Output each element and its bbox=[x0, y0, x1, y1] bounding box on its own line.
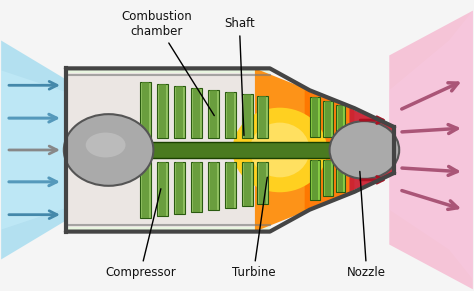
Polygon shape bbox=[305, 90, 355, 210]
Bar bbox=[325, 101, 330, 137]
Bar bbox=[336, 160, 346, 192]
Bar bbox=[157, 162, 168, 216]
Bar bbox=[140, 142, 355, 158]
Bar bbox=[242, 162, 253, 206]
Bar bbox=[325, 160, 330, 196]
Bar bbox=[244, 94, 251, 138]
Bar bbox=[311, 97, 318, 137]
Ellipse shape bbox=[329, 121, 399, 179]
Bar bbox=[191, 88, 202, 138]
Bar bbox=[193, 88, 200, 138]
FancyArrowPatch shape bbox=[9, 211, 57, 219]
Bar bbox=[176, 86, 183, 138]
Bar bbox=[225, 162, 236, 208]
Polygon shape bbox=[255, 68, 310, 232]
FancyArrowPatch shape bbox=[402, 125, 457, 134]
FancyArrowPatch shape bbox=[9, 81, 57, 89]
Bar bbox=[323, 160, 333, 196]
Bar bbox=[337, 105, 344, 137]
Bar bbox=[159, 84, 166, 138]
Bar bbox=[143, 82, 149, 138]
Bar bbox=[227, 92, 234, 138]
FancyArrowPatch shape bbox=[402, 83, 458, 109]
Bar bbox=[174, 162, 185, 214]
Bar bbox=[208, 90, 219, 138]
Text: Combustion
chamber: Combustion chamber bbox=[121, 10, 214, 116]
Bar bbox=[244, 162, 251, 206]
Bar bbox=[210, 90, 217, 138]
FancyArrowPatch shape bbox=[402, 166, 457, 175]
Polygon shape bbox=[66, 68, 270, 232]
Bar bbox=[310, 160, 319, 200]
Polygon shape bbox=[389, 11, 473, 289]
Bar bbox=[210, 162, 217, 210]
Bar bbox=[140, 162, 151, 218]
Bar bbox=[208, 162, 219, 210]
Bar bbox=[311, 160, 318, 200]
Bar bbox=[157, 84, 168, 138]
FancyArrowPatch shape bbox=[360, 117, 383, 123]
Bar bbox=[259, 96, 266, 138]
Text: Nozzle: Nozzle bbox=[347, 171, 386, 279]
Bar bbox=[257, 162, 268, 204]
FancyArrowPatch shape bbox=[360, 177, 383, 183]
Polygon shape bbox=[389, 11, 473, 279]
Text: Turbine: Turbine bbox=[232, 177, 275, 279]
Bar bbox=[323, 101, 333, 137]
Polygon shape bbox=[68, 73, 270, 227]
Ellipse shape bbox=[233, 108, 327, 192]
Ellipse shape bbox=[250, 123, 310, 177]
Polygon shape bbox=[1, 70, 76, 230]
Bar bbox=[242, 94, 253, 138]
Polygon shape bbox=[1, 40, 76, 260]
FancyArrowPatch shape bbox=[402, 191, 457, 209]
Bar bbox=[176, 162, 183, 214]
Bar bbox=[193, 162, 200, 212]
Bar bbox=[257, 96, 268, 138]
Bar bbox=[174, 86, 185, 138]
FancyArrowPatch shape bbox=[258, 146, 294, 155]
Text: Shaft: Shaft bbox=[224, 17, 255, 136]
Bar bbox=[143, 162, 149, 218]
FancyArrowPatch shape bbox=[9, 146, 57, 154]
Bar bbox=[259, 162, 266, 204]
FancyArrowPatch shape bbox=[9, 178, 57, 186]
Bar bbox=[191, 162, 202, 212]
Bar bbox=[227, 162, 234, 208]
Bar bbox=[336, 105, 346, 137]
FancyArrowPatch shape bbox=[9, 114, 57, 122]
Text: Compressor: Compressor bbox=[105, 189, 176, 279]
Bar bbox=[140, 82, 151, 138]
Bar bbox=[159, 162, 166, 216]
Bar bbox=[225, 92, 236, 138]
Bar bbox=[310, 97, 319, 137]
Ellipse shape bbox=[86, 133, 126, 157]
Polygon shape bbox=[349, 108, 394, 192]
Bar bbox=[337, 160, 344, 192]
Ellipse shape bbox=[64, 114, 154, 186]
